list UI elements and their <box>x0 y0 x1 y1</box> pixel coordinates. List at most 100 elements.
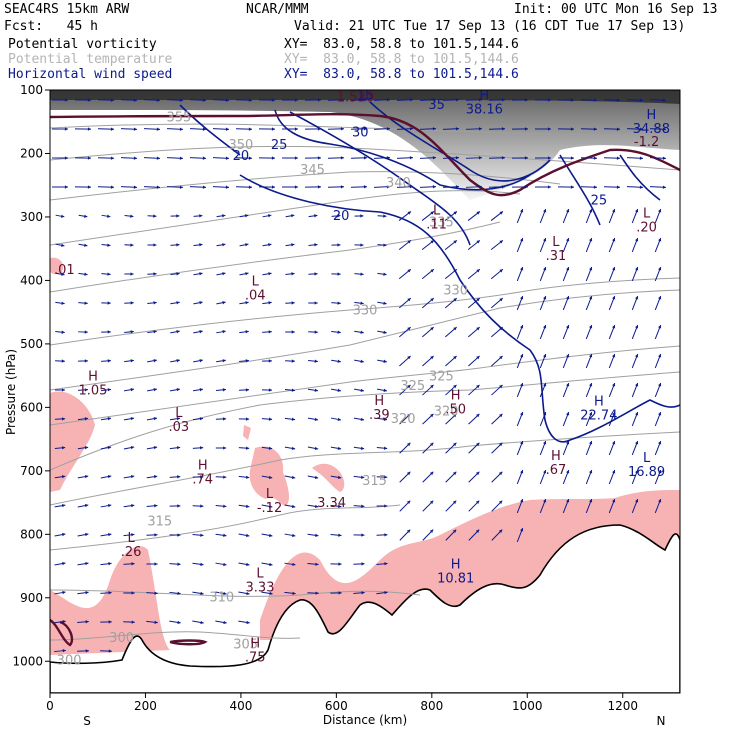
wind-vector <box>54 649 66 653</box>
wind-vector <box>123 388 135 392</box>
wind-vector <box>193 243 203 247</box>
contour-label: -1.2 <box>634 135 659 150</box>
wind-vector <box>284 504 296 509</box>
wind-vector <box>353 504 365 508</box>
extremum-kind: L <box>256 566 264 581</box>
y-axis-title: Pressure (hPa) <box>4 349 18 435</box>
wind-vector <box>516 469 524 485</box>
wind-vector <box>421 239 435 251</box>
wind-vector <box>74 98 92 102</box>
wind-vector <box>304 156 322 160</box>
wind-vector <box>55 272 65 276</box>
wind-vector <box>376 562 388 566</box>
wind-vector <box>215 388 227 392</box>
wind-vector <box>238 446 250 450</box>
wind-vector <box>377 243 387 247</box>
wind-vector <box>539 237 547 253</box>
wind-vector <box>54 446 66 450</box>
wind-vector <box>77 649 89 653</box>
wind-vector <box>97 127 115 131</box>
wind-vector <box>146 620 158 624</box>
extremum-kind: L <box>266 487 274 502</box>
extremum-value: 16.89 <box>628 465 665 480</box>
wind-vector <box>147 272 157 276</box>
header-forecast: Fcst: 45 h <box>4 19 98 34</box>
wind-vector <box>169 504 181 508</box>
wind-vector <box>147 301 157 305</box>
wind-vector <box>488 156 506 160</box>
wind-vector <box>189 156 207 160</box>
theta-contours <box>50 123 680 641</box>
wind-vector <box>511 127 529 131</box>
wind-vector <box>261 504 273 509</box>
wind-vector <box>216 330 226 334</box>
wind-vector <box>631 324 639 340</box>
wind-vector <box>146 533 158 537</box>
wind-vector <box>307 591 319 595</box>
wind-vector <box>422 384 434 396</box>
wind-vector <box>467 268 481 280</box>
extremum-kind: L <box>552 235 560 250</box>
wind-vector <box>649 156 667 160</box>
extremum-marker: H34.88 <box>633 108 670 137</box>
y-axis: 100 200 300 400 500 600 700 800 900 1000 <box>12 83 50 668</box>
wind-vector <box>100 562 112 566</box>
wind-vector <box>239 243 249 247</box>
extremum-marker: L.11 <box>426 203 447 232</box>
wind-vector <box>192 620 204 625</box>
wind-vector <box>331 330 341 334</box>
wind-vector <box>330 504 342 508</box>
wind-vector <box>350 185 368 189</box>
wind-vector <box>77 503 89 508</box>
wind-vector <box>539 295 547 311</box>
wind-vector <box>146 591 158 595</box>
wind-vector <box>562 295 570 311</box>
wind-vector <box>399 529 411 541</box>
wind-vector <box>262 359 272 363</box>
wind-speed-labels: 20 25 20 30 35 25 15 <box>233 89 608 225</box>
y-tick-label: 500 <box>20 337 43 351</box>
wind-vector <box>631 295 639 311</box>
wind-vector <box>169 620 181 625</box>
wind-vector <box>490 297 504 309</box>
extremum-value: 3.33 <box>246 580 275 595</box>
wind-vector <box>511 185 529 189</box>
wind-vector <box>147 359 157 363</box>
extremum-kind: L <box>252 274 260 289</box>
x-tick-label: 1000 <box>512 699 543 713</box>
wind-vector <box>468 500 480 512</box>
extremum-marker: H22.74 <box>580 394 617 423</box>
wind-vector <box>123 445 135 450</box>
wind-vector <box>284 446 296 451</box>
wind-vector <box>516 324 524 340</box>
wind-speed-label: 35 <box>428 98 445 113</box>
wind-vector <box>262 330 272 334</box>
x-axis-title: Distance (km) <box>323 713 407 727</box>
wind-vector <box>488 185 506 189</box>
wind-vector <box>284 533 296 538</box>
wind-vector <box>216 301 226 305</box>
wind-vector <box>585 295 593 311</box>
wind-vector <box>626 156 644 160</box>
wind-vector <box>534 98 552 102</box>
wind-vector <box>580 185 598 189</box>
wind-vector <box>468 413 480 425</box>
wind-vector <box>146 562 158 566</box>
wind-vector <box>307 475 319 480</box>
wind-vector <box>238 591 250 596</box>
wind-vector <box>189 127 207 131</box>
contour-label: 3.34 <box>317 496 346 511</box>
wind-vector <box>97 98 115 102</box>
wind-vector <box>261 475 273 480</box>
wind-vector <box>511 156 529 160</box>
wind-vector <box>444 239 458 251</box>
wind-vector <box>649 98 667 102</box>
wind-vector <box>55 243 65 247</box>
wind-vector <box>238 562 250 567</box>
extremum-marker: H.67 <box>546 449 567 478</box>
wind-vector <box>330 562 342 566</box>
wind-vector <box>654 237 662 253</box>
wind-vector <box>216 359 226 363</box>
wind-vector <box>123 620 135 624</box>
x-axis: 0 200 400 600 800 1000 1200 <box>46 693 638 713</box>
